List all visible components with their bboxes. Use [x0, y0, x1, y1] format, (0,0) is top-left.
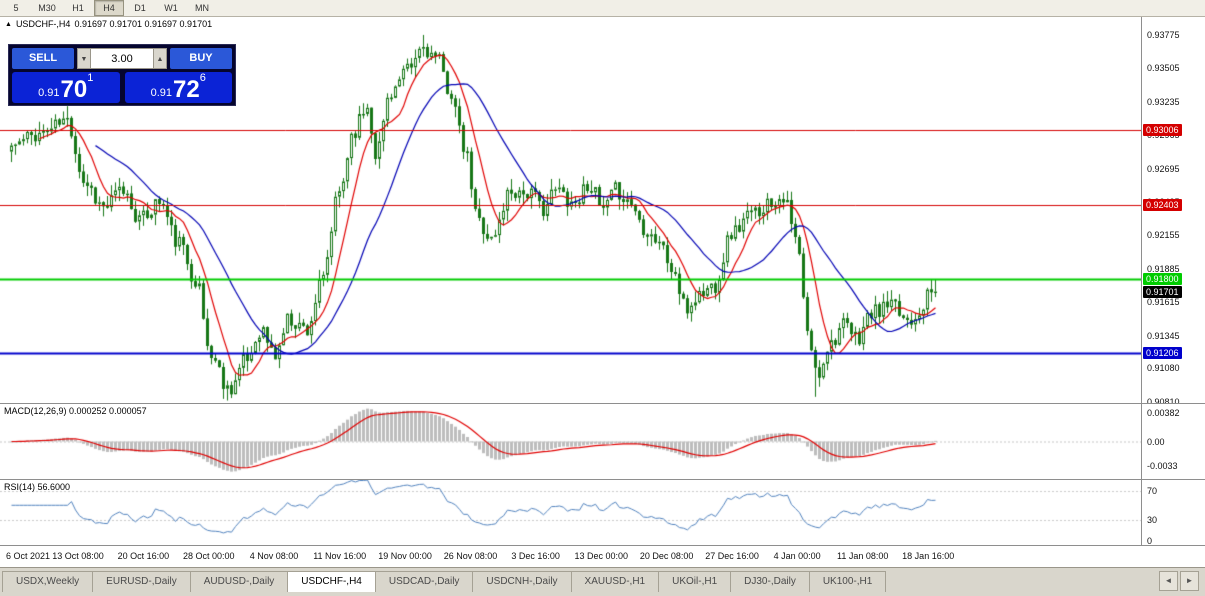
price-axis: 0.937750.935050.932350.929650.926950.924…	[1141, 17, 1205, 407]
timeframe-button-d1[interactable]: D1	[134, 3, 146, 13]
indicator-tick: 70	[1147, 485, 1158, 496]
hline-price-tag: 0.91800	[1143, 273, 1182, 286]
price-tick: 0.93775	[1147, 29, 1180, 40]
time-tick: 13 Oct 08:00	[52, 551, 104, 561]
one-click-trading-panel: SELL ▼ ▲ BUY 0.91 70 1 0.91 72 6	[8, 44, 236, 106]
price-tick: 0.91080	[1147, 363, 1180, 374]
price-tick: 0.91345	[1147, 330, 1180, 341]
lot-size-input[interactable]	[91, 48, 153, 69]
price-tick: 0.91885	[1147, 263, 1180, 274]
time-tick: 4 Nov 08:00	[249, 551, 299, 561]
main-chart-pane: ▲ USDCHF-,H4 0.91697 0.91701 0.91697 0.9…	[0, 17, 1205, 407]
macd-axis: 0.00382 0.00 -0.0033	[1141, 404, 1205, 479]
chart-tabs: USDX,Weekly EURUSD-,Daily AUDUSD-,Daily USD…	[2, 571, 887, 592]
buy-button[interactable]: BUY	[170, 48, 232, 69]
chart-title: ▲ USDCHF-,H4 0.91697 0.91701 0.91697 0.9…	[5, 19, 212, 29]
time-tick: 28 Oct 00:00	[182, 551, 235, 561]
price-tick: 0.93235	[1147, 96, 1180, 107]
chart-tab-bar: USDX,Weekly EURUSD-,Daily AUDUSD-,Daily USD…	[0, 567, 1205, 596]
chart-tab-uk100-h1[interactable]: UK100-,H1	[808, 571, 887, 592]
lot-decrease-icon[interactable]: ▼	[77, 48, 91, 69]
time-tick: 20 Oct 16:00	[117, 551, 170, 561]
time-tick: 4 Jan 00:00	[773, 551, 821, 561]
price-tick: 0.92155	[1147, 230, 1180, 241]
time-tick: 13 Dec 00:00	[574, 551, 629, 561]
time-tick: 19 Nov 00:00	[378, 551, 432, 561]
buy-price-prefix: 0.91	[150, 87, 173, 99]
buy-price-big: 72	[173, 76, 200, 103]
timeframe-button-m30[interactable]: M30	[38, 3, 56, 13]
indicator-tick: 0.00382	[1147, 407, 1180, 418]
chart-tab-xauusd-h1[interactable]: XAUUSD-,H1	[570, 571, 660, 592]
tab-scroll-right-icon[interactable]: ►	[1180, 571, 1199, 591]
chart-tab-eurusd-daily[interactable]: EURUSD-,Daily	[92, 571, 191, 592]
price-tick: 0.93505	[1147, 63, 1180, 74]
buy-price-sup: 6	[199, 72, 206, 84]
hline-price-tag: 0.91206	[1143, 346, 1182, 359]
time-tick: 26 Nov 08:00	[443, 551, 498, 561]
timeframe-button-mn[interactable]: MN	[195, 3, 209, 13]
price-tick: 0.90810	[1147, 396, 1180, 407]
chart-ohlc-values: 0.91697 0.91701 0.91697 0.91701	[74, 19, 213, 29]
indicator-tick: -0.0033	[1147, 461, 1178, 472]
tab-scroll-left-icon[interactable]: ◄	[1159, 571, 1178, 591]
time-tick: 3 Dec 16:00	[511, 551, 560, 561]
lot-increase-icon[interactable]: ▲	[153, 48, 167, 69]
expand-triangle-icon: ▲	[5, 20, 12, 28]
chart-tab-audusd-daily[interactable]: AUDUSD-,Daily	[189, 571, 289, 592]
chart-tab-usdx-weekly[interactable]: USDX,Weekly	[2, 571, 94, 592]
lot-size-stepper: ▼ ▲	[77, 48, 167, 69]
rsi-axis: 70 30 0	[1141, 480, 1205, 547]
macd-canvas[interactable]	[0, 404, 1141, 479]
rsi-canvas[interactable]	[0, 480, 1141, 545]
timeframe-button-w1[interactable]: W1	[164, 3, 178, 13]
timeframe-button-h1[interactable]: H1	[72, 3, 84, 13]
chart-tab-ukoil-h1[interactable]: UKOil-,H1	[658, 571, 732, 592]
sell-price-big: 70	[60, 76, 88, 103]
price-tick: 0.92695	[1147, 163, 1180, 174]
time-tick: 20 Dec 08:00	[639, 551, 694, 561]
chart-tab-usdchf-h4[interactable]: USDCHF-,H4	[287, 571, 376, 592]
buy-price-display[interactable]: 0.91 72 6	[124, 72, 232, 103]
rsi-pane: RSI(14) 56.6000 70 30 0	[0, 479, 1205, 547]
sell-button[interactable]: SELL	[12, 48, 74, 69]
timeframe-button-h4[interactable]: H4	[94, 0, 124, 16]
hline-price-tag: 0.93006	[1143, 124, 1182, 137]
time-tick: 11 Nov 16:00	[313, 551, 367, 561]
time-tick: 27 Dec 16:00	[705, 551, 759, 561]
chart-symbol-label: USDCHF-,H4	[15, 19, 71, 29]
timeframe-toolbar: 5 M30 H1 H4 D1 W1 MN	[0, 0, 1205, 17]
timeframe-button-5[interactable]: 5	[13, 3, 19, 13]
tab-scroll-buttons: ◄ ►	[1159, 571, 1203, 591]
indicator-tick: 0.00	[1147, 436, 1165, 447]
hline-price-tag: 0.92403	[1143, 198, 1182, 211]
time-tick: 6 Oct 2021	[6, 551, 51, 561]
sell-price-prefix: 0.91	[38, 87, 60, 99]
time-tick: 18 Jan 16:00	[902, 551, 955, 561]
price-tick: 0.91615	[1147, 297, 1180, 308]
macd-pane: MACD(12,26,9) 0.000252 0.000057 0.00382 0…	[0, 403, 1205, 479]
sell-price-display[interactable]: 0.91 70 1	[12, 72, 120, 103]
sell-price-sup: 1	[87, 72, 94, 84]
rsi-label: RSI(14) 56.6000	[4, 482, 71, 492]
chart-tab-dj30-daily[interactable]: DJ30-,Daily	[730, 571, 810, 592]
current-price-tag: 0.91701	[1143, 285, 1182, 298]
time-tick: 11 Jan 08:00	[837, 551, 889, 561]
indicator-tick: 0	[1147, 536, 1153, 547]
indicator-tick: 30	[1147, 514, 1158, 525]
chart-tab-usdcad-daily[interactable]: USDCAD-,Daily	[374, 571, 474, 592]
chart-tab-usdcnh-daily[interactable]: USDCNH-,Daily	[472, 571, 572, 592]
time-axis: 6 Oct 2021 13 Oct 08:00 20 Oct 16:00 28 Oct…	[0, 545, 1205, 567]
macd-label: MACD(12,26,9) 0.000252 0.000057	[4, 406, 147, 416]
